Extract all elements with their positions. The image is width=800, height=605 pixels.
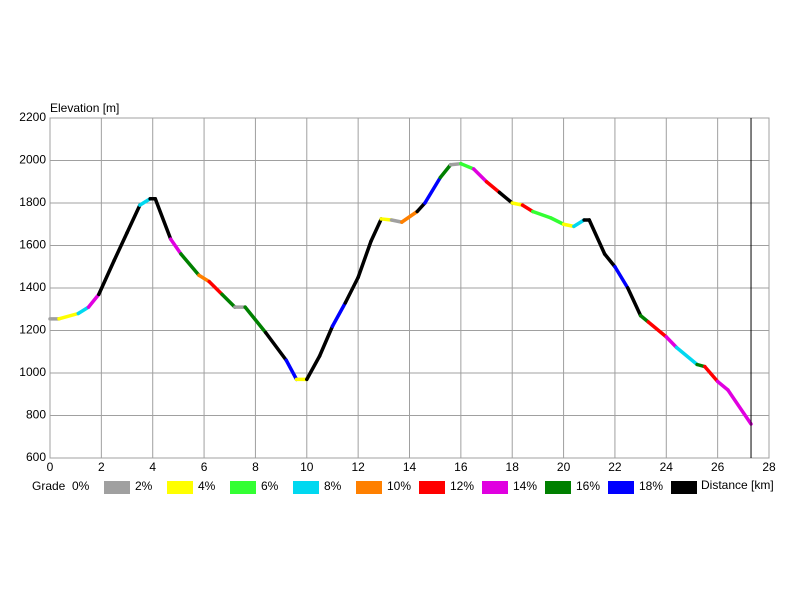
profile-segment — [400, 209, 419, 224]
x-axis-label: Distance [km] — [701, 478, 774, 492]
profile-segment — [548, 216, 566, 226]
profile-segment — [330, 301, 348, 328]
x-tick-label: 2 — [98, 460, 105, 474]
profile-segment — [703, 364, 720, 384]
y-tick-label: 2000 — [19, 153, 46, 167]
x-tick-label: 14 — [403, 460, 417, 474]
profile-segment — [602, 252, 617, 269]
x-tick-label: 6 — [201, 460, 208, 474]
profile-segment — [572, 218, 586, 229]
profile-segment — [168, 237, 183, 256]
y-tick-label: 1600 — [19, 238, 46, 252]
x-tick-label: 4 — [149, 460, 156, 474]
profile-segment — [726, 388, 753, 426]
x-tick-label: 12 — [351, 460, 365, 474]
profile-segment — [207, 279, 224, 297]
profile-segment — [626, 286, 643, 318]
y-tick-label: 2200 — [19, 110, 46, 124]
legend-swatch — [293, 481, 319, 494]
legend-label: 0% — [72, 479, 90, 493]
profile-segment — [438, 163, 453, 180]
profile-segment — [369, 217, 384, 243]
profile-segment — [497, 190, 514, 205]
legend-label: 10% — [387, 479, 411, 493]
profile-segment — [220, 292, 237, 309]
x-tick-label: 24 — [660, 460, 674, 474]
legend-label: 8% — [324, 479, 342, 493]
profile-segment — [471, 167, 489, 184]
profile-segment — [112, 231, 129, 263]
profile-segment — [715, 379, 730, 392]
x-tick-label: 0 — [47, 460, 54, 474]
profile-segment — [484, 180, 502, 195]
profile-segment — [305, 354, 322, 382]
y-tick-label: 1800 — [19, 195, 46, 209]
profile-segment — [459, 161, 476, 171]
x-tick-label: 10 — [300, 460, 314, 474]
legend-swatch — [167, 481, 193, 494]
legend-swatch — [545, 481, 571, 494]
x-tick-label: 28 — [762, 460, 776, 474]
profile-segment — [423, 175, 443, 205]
legend-title: Grade — [32, 479, 66, 493]
profile-segment — [664, 335, 679, 350]
legend-label: 16% — [576, 479, 600, 493]
profile-segment — [86, 292, 101, 309]
legend-label: 6% — [261, 479, 279, 493]
y-tick-label: 1400 — [19, 280, 46, 294]
legend-label: 14% — [513, 479, 537, 493]
legend-swatch — [230, 481, 256, 494]
legend-swatch — [104, 481, 130, 494]
profile-segment — [138, 197, 152, 207]
profile-segment — [263, 330, 288, 362]
profile-segment — [284, 358, 299, 382]
y-tick-label: 600 — [26, 450, 46, 464]
profile-segment — [197, 273, 211, 284]
x-tick-label: 18 — [506, 460, 520, 474]
profile-segment — [613, 265, 630, 290]
y-tick-label: 1200 — [19, 323, 46, 337]
y-axis-label: Elevation [m] — [50, 101, 119, 115]
legend-label: 2% — [135, 479, 153, 493]
legend-label: 4% — [198, 479, 216, 493]
y-tick-label: 1000 — [19, 365, 46, 379]
profile-segment — [243, 305, 268, 335]
profile-segment — [356, 239, 373, 280]
legend-swatch — [482, 481, 508, 494]
legend-label: 12% — [450, 479, 474, 493]
profile-segment — [57, 311, 80, 321]
profile-segment — [343, 275, 360, 305]
legend-swatch — [608, 481, 634, 494]
x-tick-label: 8 — [252, 460, 259, 474]
x-tick-label: 16 — [454, 460, 468, 474]
x-tick-label: 20 — [557, 460, 571, 474]
profile-segment — [76, 305, 91, 316]
y-tick-label: 800 — [26, 408, 46, 422]
legend-label: 18% — [639, 479, 663, 493]
profile-segment — [587, 218, 607, 256]
profile-segment — [415, 201, 427, 214]
x-tick-label: 26 — [711, 460, 725, 474]
legend-swatch — [419, 481, 445, 494]
profile-segment — [646, 320, 669, 339]
profile-segment — [153, 197, 173, 241]
legend-swatch — [671, 481, 697, 494]
profile-segment — [531, 209, 553, 220]
profile-segment — [97, 258, 116, 297]
profile-segment — [520, 203, 535, 214]
profile-segment — [317, 324, 335, 358]
profile-segment — [674, 345, 699, 367]
profile-segment — [125, 203, 142, 235]
x-tick-label: 22 — [608, 460, 622, 474]
legend-swatch — [356, 481, 382, 494]
profile-segment — [179, 252, 201, 277]
